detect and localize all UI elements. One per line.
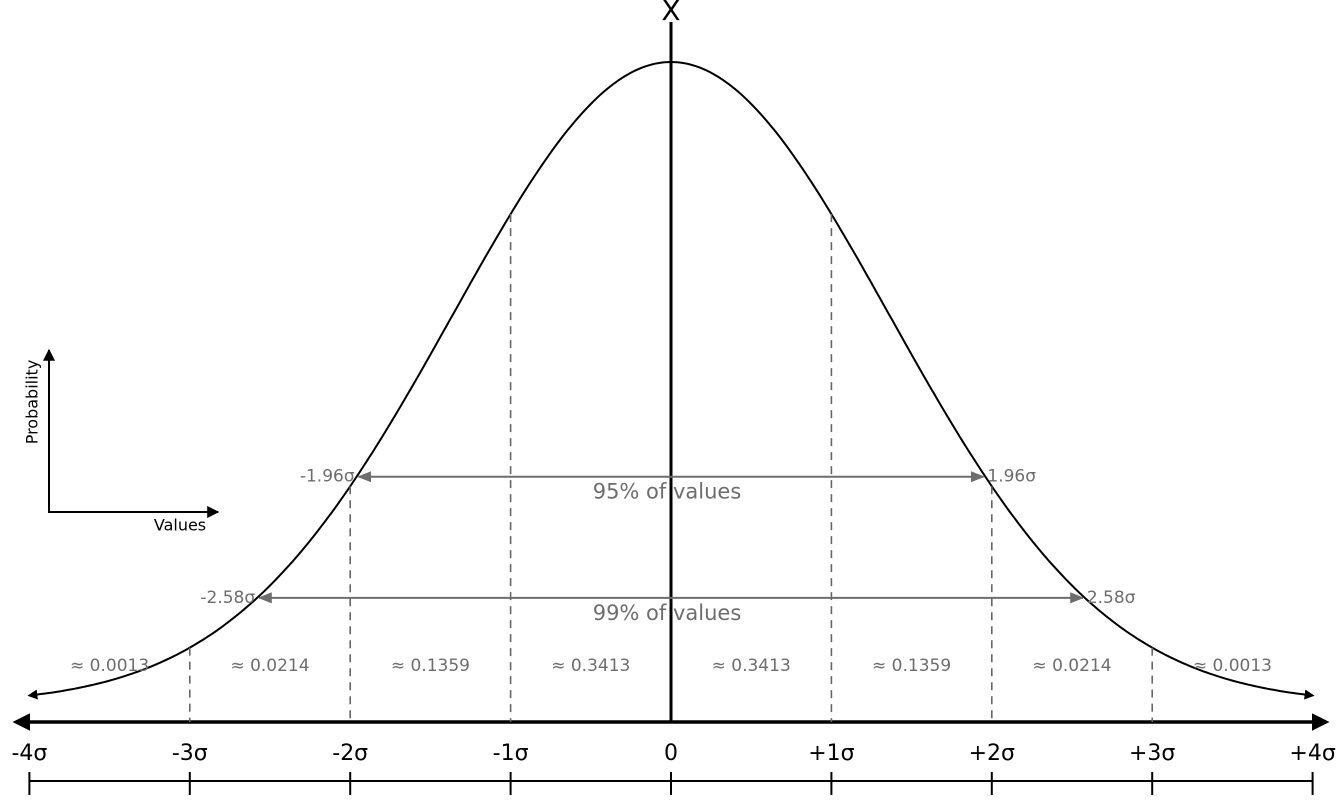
tick-label: -1σ: [493, 741, 529, 766]
interval-label: 99% of values: [593, 601, 742, 625]
interval-label: 95% of values: [593, 480, 742, 504]
tick-label: +1σ: [808, 741, 854, 766]
region-label: ≈ 0.1359: [391, 656, 470, 676]
tick-label: 0: [664, 741, 678, 766]
legend-y-label: Probability: [23, 360, 42, 445]
tick-label: +4σ: [1289, 741, 1335, 766]
legend-axes: [43, 348, 220, 518]
tick-label: +3σ: [1129, 741, 1175, 766]
region-label: ≈ 0.0214: [1032, 656, 1111, 676]
interval-left: -1.96σ: [300, 467, 355, 487]
tick-label: -3σ: [172, 741, 208, 766]
region-label: ≈ 0.1359: [872, 656, 951, 676]
region-label: ≈ 0.0013: [70, 656, 149, 676]
legend-x-label: Values: [154, 516, 206, 535]
interval-right: 1.96σ: [987, 467, 1036, 487]
curve: [27, 60, 1315, 700]
tick-label: -4σ: [11, 741, 47, 766]
tick-label: -2σ: [332, 741, 368, 766]
region-label: ≈ 0.3413: [712, 656, 791, 676]
axis-label: X: [661, 0, 680, 27]
interval-right: 2.58σ: [1087, 588, 1136, 608]
interval-left: -2.58σ: [200, 588, 255, 608]
region-label: ≈ 0.0214: [230, 656, 309, 676]
region-label: ≈ 0.0013: [1193, 656, 1272, 676]
region-label: ≈ 0.3413: [551, 656, 630, 676]
tick-label: +2σ: [969, 741, 1015, 766]
diagram-content: -4σ -3σ -2σ -1σ 0 +1σ +2σ +3σ +4σ ≈ 0.0013 ≈ 0.021…: [11, 60, 1336, 795]
